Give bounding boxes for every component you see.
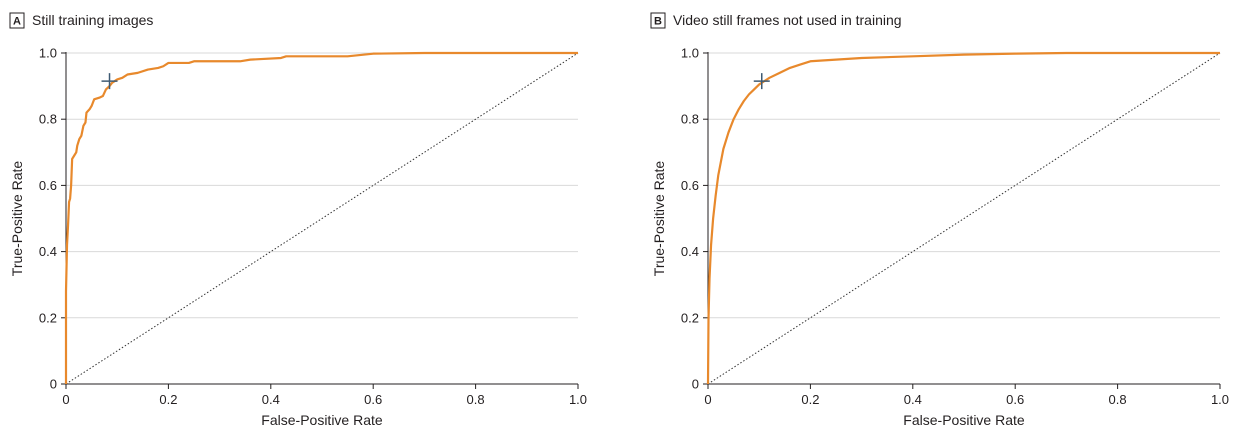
y-axis-label: True-Positive Rate: [9, 161, 25, 277]
y-tick-label: 1.0: [681, 46, 699, 61]
x-tick-label: 1.0: [569, 392, 587, 407]
y-tick-label: 0.4: [681, 244, 699, 259]
x-tick-label: 0.4: [262, 392, 280, 407]
y-tick-label: 0.2: [39, 310, 57, 325]
panel-b: B Video still frames not used in training…: [650, 12, 1229, 428]
y-tick-label: 0.2: [681, 310, 699, 325]
operating-point-marker: [101, 73, 118, 90]
x-tick-label: 0.2: [159, 392, 177, 407]
roc-curve: [64, 51, 578, 384]
operating-point-marker: [753, 73, 770, 90]
x-tick-label: 1.0: [1211, 392, 1229, 407]
roc-curve: [706, 51, 1220, 385]
x-axis-label: False-Positive Rate: [261, 412, 383, 428]
x-tick-label: 0.8: [467, 392, 485, 407]
panel-a: A Still training images 0 0.2 0.4 0.6 0.8 1.0 0 0…: [9, 12, 587, 428]
y-tick-label: 0.6: [39, 178, 57, 193]
y-tick-label: 0.4: [39, 244, 57, 259]
y-tick-label: 0.8: [681, 112, 699, 127]
chance-diagonal-line: [707, 52, 1221, 385]
x-axis-label: False-Positive Rate: [903, 412, 1025, 428]
y-tick-label: 0.6: [681, 178, 699, 193]
x-tick-label: 0.6: [364, 392, 382, 407]
panel-title: Still training images: [32, 12, 153, 28]
y-tick-label: 1.0: [39, 46, 57, 61]
x-tick-label: 0.2: [801, 392, 819, 407]
y-axis-label: True-Positive Rate: [651, 161, 667, 277]
x-tick-label: 0.8: [1109, 392, 1127, 407]
chance-diagonal-line: [65, 52, 579, 385]
panel-letter: B: [654, 16, 662, 28]
panel-title: Video still frames not used in training: [673, 12, 902, 28]
panel-letter-box: [9, 12, 25, 29]
panel-letter: A: [13, 16, 21, 28]
y-tick-label: 0.8: [39, 112, 57, 127]
x-tick-label: 0: [704, 392, 711, 407]
x-tick-label: 0.6: [1006, 392, 1024, 407]
panel-letter-box: [650, 12, 666, 29]
y-tick-label: 0: [692, 377, 699, 392]
y-tick-label: 0: [50, 377, 57, 392]
x-tick-label: 0: [62, 392, 69, 407]
x-tick-label: 0.4: [904, 392, 922, 407]
